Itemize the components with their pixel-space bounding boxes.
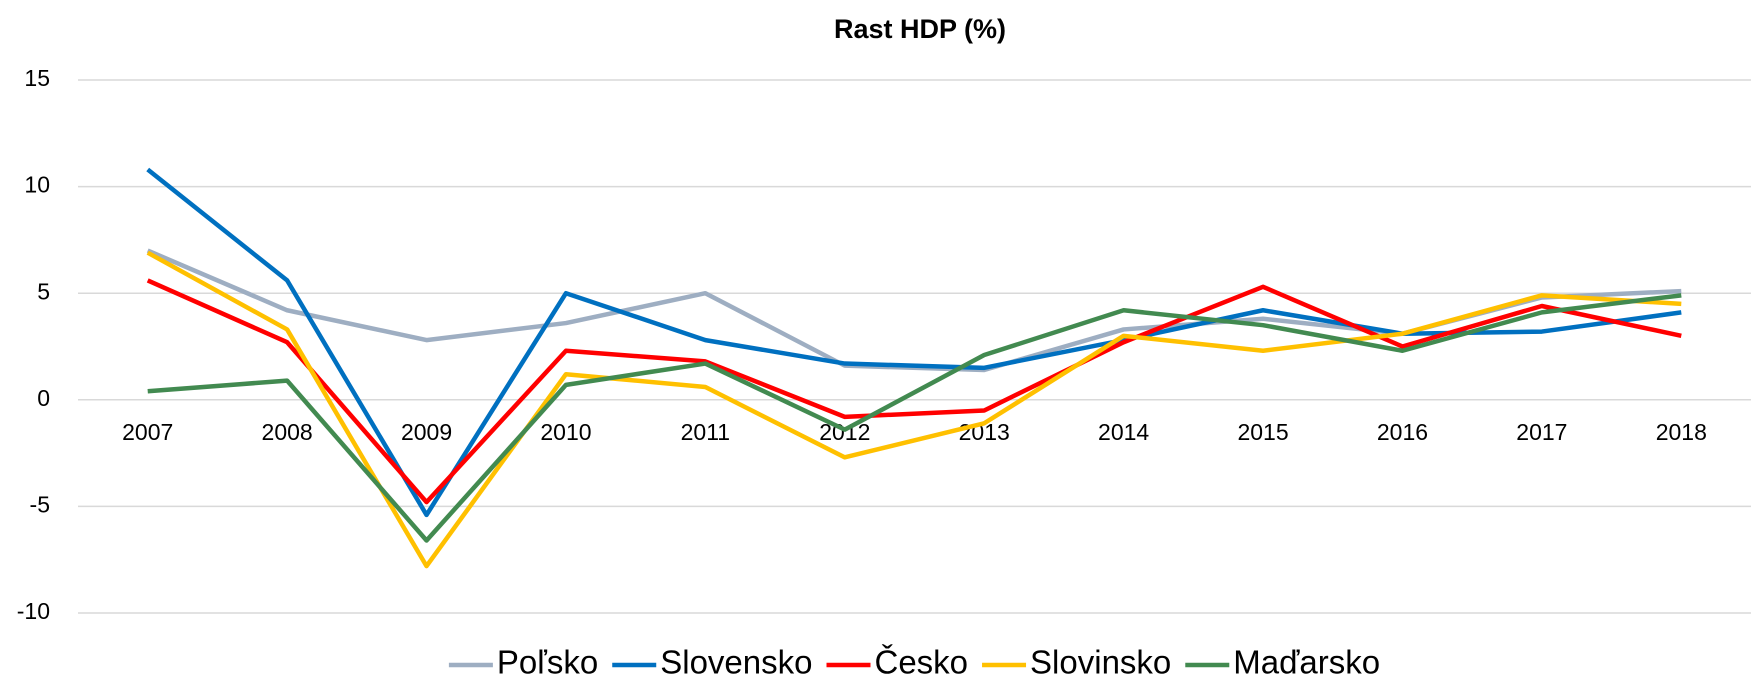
x-tick-label: 2017 (1516, 419, 1567, 445)
x-tick-label: 2018 (1656, 419, 1707, 445)
x-tick-label: 2010 (540, 419, 591, 445)
series-line (147, 293, 1682, 543)
x-tick-label: 2016 (1377, 419, 1428, 445)
x-tick-label: 2007 (122, 419, 173, 445)
series-line (146, 278, 1682, 505)
y-tick-label: 0 (37, 385, 50, 411)
legend: Poľsko Slovensko Česko Slovinsko Maďarsko (448, 644, 1380, 681)
x-tick-label: 2015 (1237, 419, 1288, 445)
y-tick-label: -10 (17, 598, 50, 624)
x-tick-label: 2011 (681, 419, 730, 445)
legend-label: Poľsko (497, 644, 598, 681)
legend-label: Česko (875, 644, 969, 681)
series-line (146, 248, 1682, 373)
legend-label: Slovensko (660, 644, 812, 681)
x-tick-label: 2009 (401, 419, 452, 445)
series-line (146, 167, 1682, 518)
chart-title: Rast HDP (%) (834, 14, 1006, 44)
legend-label: Maďarsko (1233, 644, 1380, 681)
legend-label: Slovinsko (1030, 644, 1171, 681)
y-tick-label: 10 (24, 172, 50, 198)
x-tick-label: 2014 (1098, 419, 1149, 445)
y-tick-label: 15 (24, 65, 50, 91)
y-tick-label: 5 (37, 278, 50, 304)
x-tick-label: 2008 (262, 419, 313, 445)
y-tick-label: -5 (30, 491, 50, 517)
series-line (146, 250, 1682, 569)
